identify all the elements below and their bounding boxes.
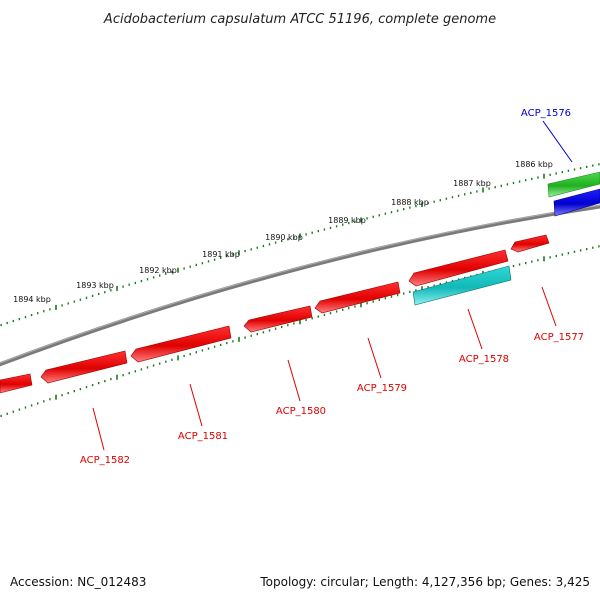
gene-feature-acp-1577[interactable] [510,234,550,253]
gene-feature-acp-1576[interactable] [553,188,600,217]
gene-label-acp-1581[interactable]: ACP_1581 [178,431,228,442]
gene-feature-acp-1582[interactable] [40,350,128,384]
gene-feature-green[interactable] [547,171,600,198]
gene-label-acp-1577[interactable]: ACP_1577 [534,332,584,343]
gene-label-acp-1579[interactable]: ACP_1579 [357,383,407,394]
kbp-label: 1888 kbp [391,198,429,207]
label-leader-line [542,120,573,163]
genome-backbone [0,204,600,367]
gene-label-acp-1580[interactable]: ACP_1580 [276,406,326,417]
gene-feature-red[interactable] [408,249,509,287]
label-leader-line [367,337,382,379]
kbp-label: 1891 kbp [202,250,240,259]
label-leader-line [189,383,203,427]
gene-feature-red-left[interactable] [0,373,33,394]
gene-label-acp-1582[interactable]: ACP_1582 [80,455,130,466]
gene-feature-acp-1580[interactable] [243,305,313,333]
genome-backbone-highlight [0,204,600,364]
gene-feature-acp-1579[interactable] [314,281,401,314]
kbp-label: 1890 kbp [265,233,303,242]
kbp-label: 1893 kbp [76,281,114,290]
accession-label: Accession: NC_012483 [10,575,146,589]
kbp-label: 1889 kbp [328,216,366,225]
label-leader-line [92,407,105,451]
gene-feature-acp-1578[interactable] [412,265,512,306]
genome-summary: Topology: circular; Length: 4,127,356 bp… [259,575,590,589]
kbp-label: 1892 kbp [139,266,177,275]
gene-label-acp-1576[interactable]: ACP_1576 [521,108,571,119]
kbp-label: 1894 kbp [13,295,51,304]
label-leader-line [467,308,483,350]
outer-tick-track [0,163,600,327]
label-leader-line [541,286,557,327]
gene-label-acp-1578[interactable]: ACP_1578 [459,354,509,365]
kbp-label: 1887 kbp [453,179,491,188]
map-title: Acidobacterium capsulatum ATCC 51196, co… [103,12,496,27]
kbp-label: 1886 kbp [515,160,553,169]
label-leader-line [287,359,301,402]
gene-feature-acp-1581[interactable] [130,325,232,363]
